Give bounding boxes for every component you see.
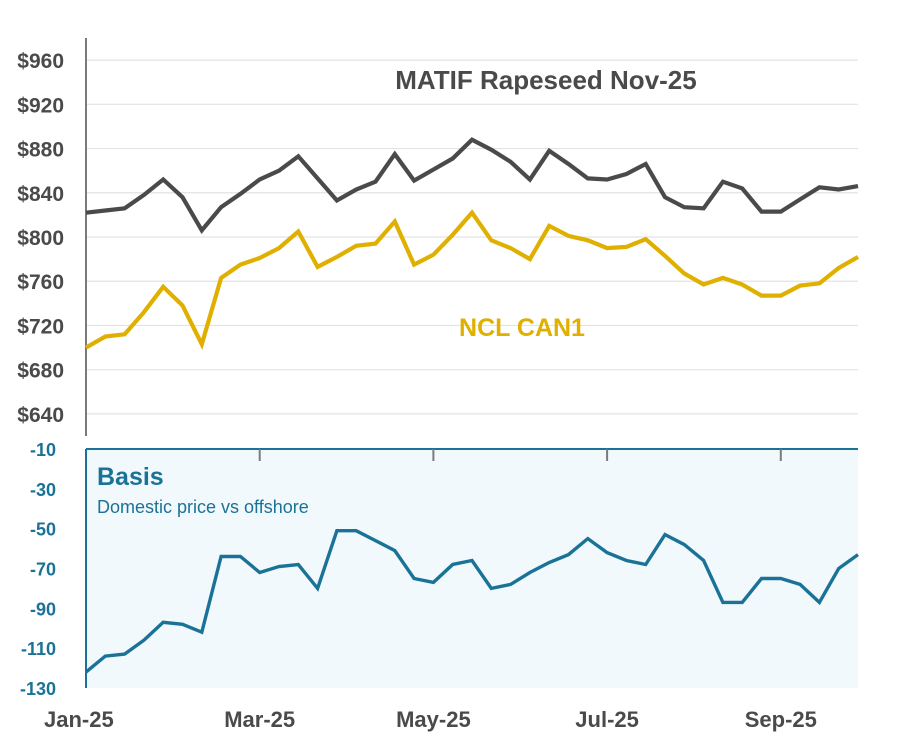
x-tick-label: Mar-25: [224, 707, 295, 732]
ncl-series-label: NCL CAN1: [459, 314, 585, 342]
top-y-tick-label: $720: [17, 315, 64, 338]
x-axis-labels: Jan-25 Mar-25 May-25 Jul-25 Sep-25: [44, 707, 817, 732]
series-line-basis: [84, 529, 859, 674]
basis-y-tick-label: -110: [21, 639, 56, 659]
x-tick-label: Jan-25: [44, 707, 114, 732]
series-line-ncl-can1: [84, 209, 860, 350]
top-y-tick-label: $760: [17, 271, 64, 294]
basis-y-tick-label: -30: [30, 480, 56, 500]
top-y-tick-label: $840: [17, 183, 64, 206]
basis-y-tick-label: -50: [30, 520, 56, 540]
top-y-tick-label: $880: [17, 139, 64, 162]
basis-y-tick-label: -90: [30, 599, 56, 619]
top-y-tick-label: $920: [17, 94, 64, 117]
top-chart-title: MATIF Rapeseed Nov-25: [395, 65, 696, 95]
top-y-tick-label: $960: [17, 50, 64, 73]
top-y-tick-label: $640: [17, 404, 64, 427]
top-series-lines: [84, 137, 860, 350]
basis-subtitle: Domestic price vs offshore: [97, 497, 309, 517]
top-y-axis-ticks: $640 $680 $720 $760 $800 $840 $880 $920 $960: [17, 50, 64, 427]
x-tick-label: Jul-25: [575, 707, 639, 732]
top-gridlines: [86, 59, 858, 415]
top-y-tick-label: $680: [17, 360, 64, 383]
basis-panel-background: [86, 449, 858, 688]
basis-y-tick-label: -70: [30, 560, 56, 580]
basis-title: Basis: [97, 463, 164, 491]
x-tick-label: Sep-25: [745, 707, 817, 732]
basis-y-tick-label: -130: [20, 679, 56, 699]
series-line-matif-rapeseed-nov-25: [85, 137, 859, 235]
basis-y-axis-ticks: -10 -30 -50 -70 -90 -110 -130: [20, 440, 56, 699]
x-axis-tick-marks: [258, 449, 782, 461]
basis-y-tick-label: -10: [30, 440, 56, 460]
top-y-tick-label: $800: [17, 227, 64, 250]
basis-series-lines: [84, 529, 859, 674]
x-tick-label: May-25: [396, 707, 471, 732]
